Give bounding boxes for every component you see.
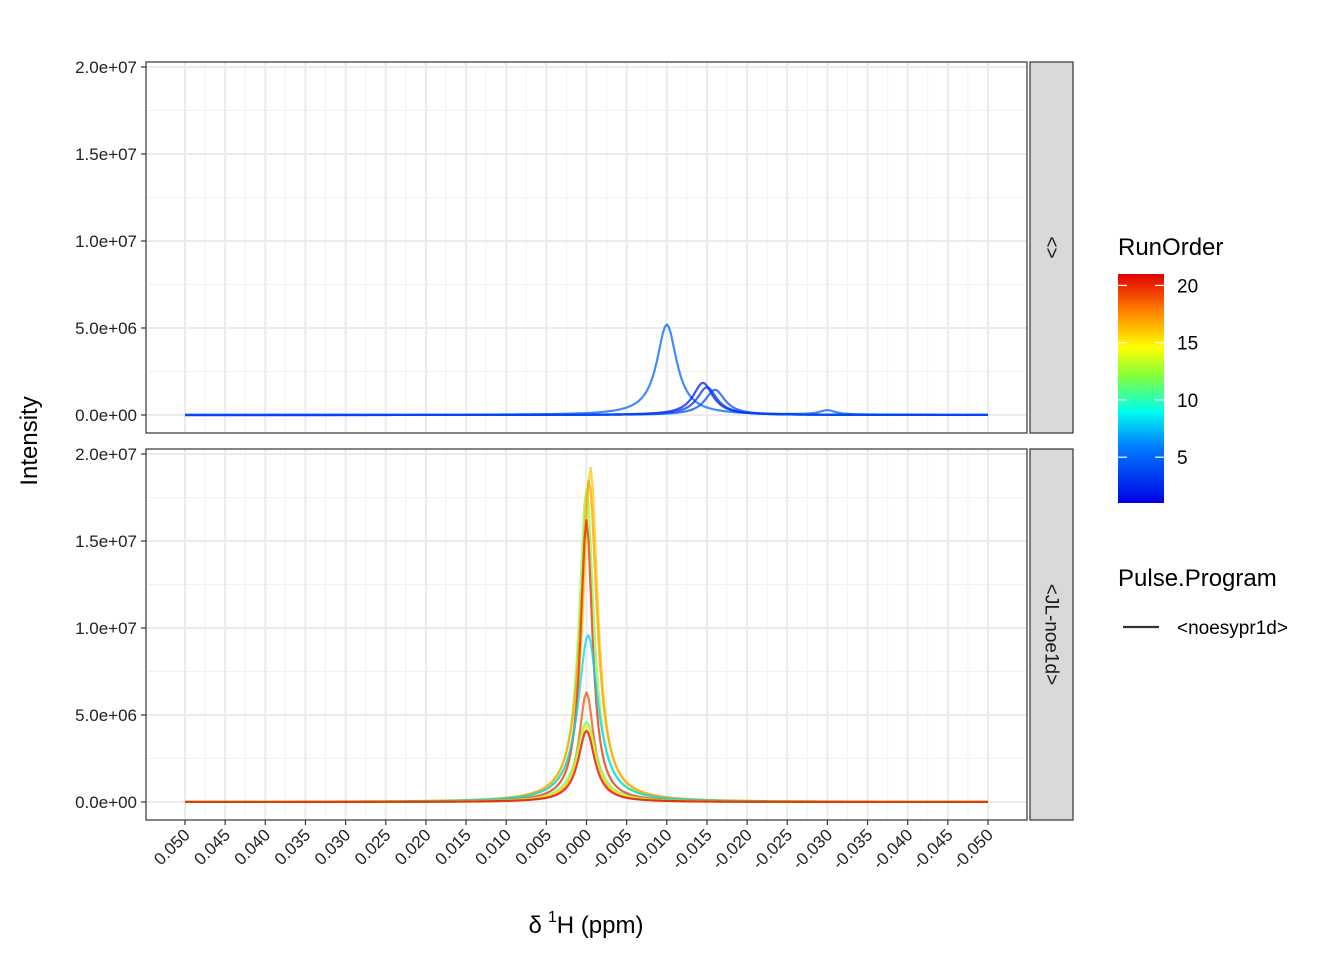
panel-bottom-series — [184, 466, 989, 804]
panel-top-grid — [146, 62, 1027, 433]
x-tick-label: -0.050 — [949, 825, 997, 873]
y-tick-label: 1.0e+07 — [75, 619, 137, 638]
x-axis-title-greek: δ — [529, 912, 542, 939]
x-tick-label: -0.030 — [789, 825, 837, 873]
x-tick-label: 0.030 — [311, 825, 355, 869]
y-tick-label: 2.0e+07 — [75, 445, 137, 464]
color-legend-ticks: 20 15 10 5 — [1118, 276, 1198, 469]
y-tick-label: 1.5e+07 — [75, 145, 137, 164]
y-tick-label: 2.0e+07 — [75, 58, 137, 77]
strip-top-label: <> — [1041, 236, 1062, 258]
y-tick-label: 5.0e+06 — [75, 319, 137, 338]
x-tick-label: 0.010 — [472, 825, 516, 869]
x-tick-label: 0.020 — [391, 825, 435, 869]
panel-bottom-y-axis: 0.0e+00 5.0e+06 1.0e+07 1.5e+07 2.0e+07 — [75, 445, 146, 812]
x-tick-label: -0.025 — [749, 825, 797, 873]
x-tick-label: 0.025 — [351, 825, 395, 869]
x-axis-title: δ 1H (ppm) — [529, 909, 644, 939]
y-tick-label: 1.0e+07 — [75, 232, 137, 251]
color-legend-tick-label: 5 — [1177, 448, 1188, 469]
x-tick-label: -0.020 — [708, 825, 756, 873]
series-line-run-21 — [184, 729, 989, 804]
x-tick-label: 0.035 — [271, 825, 315, 869]
x-tick-label: -0.010 — [628, 825, 676, 873]
y-tick-label: 0.0e+00 — [75, 406, 137, 425]
x-tick-label: 0.005 — [512, 825, 556, 869]
color-legend-tick-label: 15 — [1177, 334, 1198, 355]
y-tick-label: 1.5e+07 — [75, 532, 137, 551]
x-tick-label: 0.050 — [150, 825, 194, 869]
y-axis-title: Intensity — [16, 396, 43, 485]
series-line-run-4 — [185, 388, 988, 417]
y-tick-label: 5.0e+06 — [75, 706, 137, 725]
x-tick-label: 0.040 — [231, 825, 275, 869]
x-tick-label: -0.040 — [869, 825, 917, 873]
color-legend-tick-label: 10 — [1177, 391, 1198, 412]
x-axis: 0.0500.0450.0400.0350.0300.0250.0200.015… — [150, 820, 997, 873]
x-tick-label: -0.035 — [829, 825, 877, 873]
x-tick-label: -0.005 — [588, 825, 636, 873]
panel-top: 0.0e+00 5.0e+06 1.0e+07 1.5e+07 2.0e+07 <> — [75, 58, 1074, 434]
panel-top-y-axis: 0.0e+00 5.0e+06 1.0e+07 1.5e+07 2.0e+07 — [75, 58, 146, 425]
panel-top-series — [185, 323, 988, 417]
x-tick-label: 0.000 — [552, 825, 596, 869]
panel-top-border — [145, 61, 1028, 434]
x-tick-label: 0.015 — [431, 825, 475, 869]
panel-bottom: 0.0e+00 5.0e+06 1.0e+07 1.5e+07 2.0e+07 <JL-… — [75, 445, 1074, 821]
color-legend-bar — [1118, 274, 1164, 503]
color-legend: RunOrder 20 15 10 5 — [1118, 234, 1223, 503]
linetype-legend: Pulse.Program <noesypr1d> — [1118, 565, 1288, 639]
x-axis-title-superscript: 1 — [548, 909, 557, 926]
y-tick-label: 0.0e+00 — [75, 793, 137, 812]
x-tick-label: -0.045 — [909, 825, 957, 873]
color-legend-title: RunOrder — [1118, 234, 1223, 261]
x-tick-label: 0.045 — [190, 825, 234, 869]
color-legend-tick-label: 20 — [1177, 276, 1198, 297]
strip-top — [1029, 61, 1074, 434]
strip-bottom-label: <JL-noe1d> — [1041, 584, 1062, 685]
x-axis-title-rest: H (ppm) — [557, 912, 644, 939]
x-tick-label: -0.015 — [668, 825, 716, 873]
linetype-legend-title: Pulse.Program — [1118, 565, 1277, 592]
linetype-legend-label: <noesypr1d> — [1177, 618, 1288, 639]
strip-bottom — [1029, 448, 1074, 821]
